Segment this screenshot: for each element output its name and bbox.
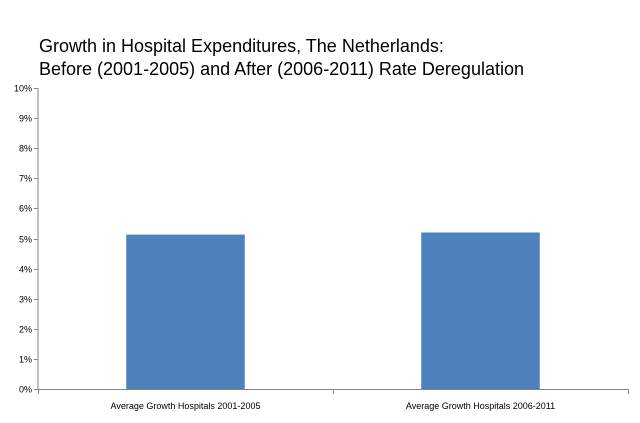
y-tick-label: 7%	[19, 174, 32, 184]
bar-2	[421, 232, 540, 390]
y-tick-label: 4%	[19, 265, 32, 275]
bar-series	[126, 232, 540, 390]
bar-1	[126, 234, 245, 390]
y-tick-label: 9%	[19, 114, 32, 124]
x-tick-label: Average Growth Hospitals 2001-2005	[111, 401, 261, 411]
y-axis: 0% 1% 2% 3% 4% 5% 6% 7% 8% 9% 10%	[14, 84, 39, 395]
x-tick-labels: Average Growth Hospitals 2001-2005 Averag…	[111, 401, 556, 411]
y-tick-label: 10%	[14, 84, 32, 94]
x-tick-label: Average Growth Hospitals 2006-2011	[406, 401, 555, 411]
y-tick-label: 5%	[19, 235, 32, 245]
chart-title-line-2: Before (2001-2005) and After (2006-2011)…	[39, 59, 524, 79]
y-tick-label: 6%	[19, 204, 32, 214]
y-tick-label: 8%	[19, 144, 32, 154]
y-tick-label: 0%	[19, 385, 32, 395]
chart-title-line-1: Growth in Hospital Expenditures, The Net…	[39, 36, 444, 56]
y-tick-label: 3%	[19, 295, 32, 305]
y-tick-label: 2%	[19, 325, 32, 335]
y-tick-label: 1%	[19, 355, 32, 365]
x-axis	[38, 389, 629, 394]
